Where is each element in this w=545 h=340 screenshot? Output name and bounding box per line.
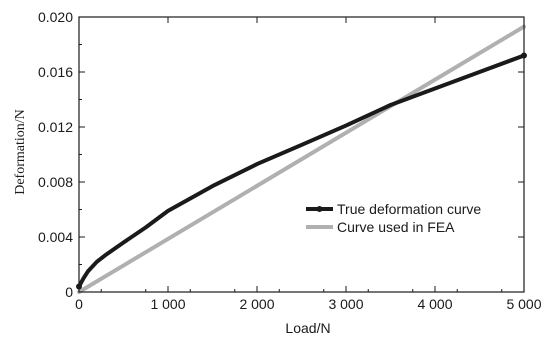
legend-marker-true-deformation — [316, 206, 323, 212]
y-axis-label: Deformation/N — [13, 109, 28, 195]
legend-label-true-deformation: True deformation curve — [337, 201, 481, 217]
y-tick-label: 0.016 — [38, 64, 73, 80]
series-line-true-deformation — [77, 53, 526, 289]
x-axis-label: Load/N — [285, 320, 330, 336]
x-tick-label: 3 000 — [328, 296, 363, 312]
axes: 0 1 000 2 000 3 000 4 000 5 000 0 0.004 0.008 0.0… — [38, 9, 542, 312]
y-tick-label: 0.008 — [38, 174, 73, 190]
series-line-fea — [77, 24, 526, 294]
y-tick-label: 0.012 — [38, 119, 73, 135]
x-tick-label: 5 000 — [506, 296, 541, 312]
y-tick-label: 0.004 — [38, 229, 73, 245]
plot-area — [76, 24, 527, 294]
y-tick-label: 0 — [65, 284, 73, 300]
x-tick-label: 0 — [75, 296, 83, 312]
legend-label-fea: Curve used in FEA — [337, 219, 455, 235]
y-tick-label: 0.020 — [38, 9, 73, 25]
legend: True deformation curve Curve used in FEA — [306, 201, 481, 235]
x-tick-label: 4 000 — [417, 296, 452, 312]
x-tick-label: 2 000 — [239, 296, 274, 312]
x-tick-label: 1 000 — [150, 296, 185, 312]
